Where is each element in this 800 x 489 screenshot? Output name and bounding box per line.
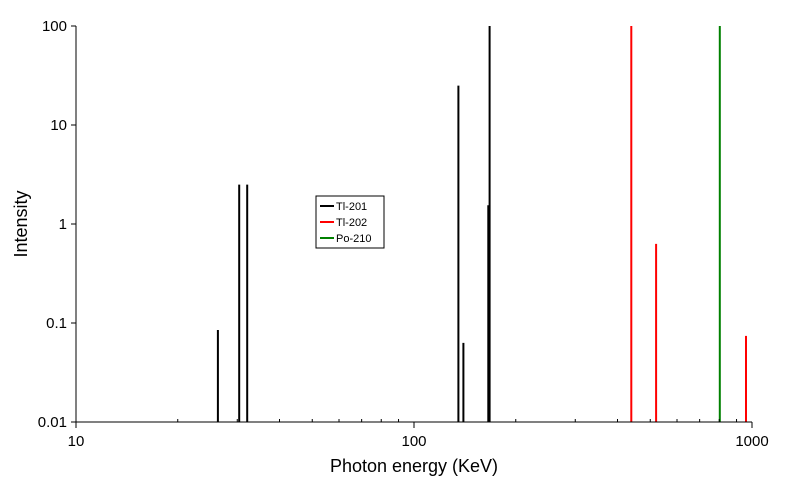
legend: Tl-201 Tl-202 Po-210 [315, 195, 385, 249]
series-tl-201 [216, 26, 491, 422]
x-tick-label: 10 [68, 433, 85, 450]
y-tick-label: 1 [59, 216, 67, 233]
chart-axes [75, 26, 752, 423]
x-axis-title: Photon energy (KeV) [330, 456, 498, 476]
y-tick-label: 100 [42, 18, 67, 35]
chart-ticks: 0.01 0.1 1 10 100 10 100 1000 [38, 18, 769, 450]
y-axis-title: Intensity [11, 190, 31, 257]
x-tick-label: 100 [401, 433, 426, 450]
series-tl-202 [630, 26, 747, 422]
legend-label-po-210: Po-210 [336, 233, 371, 245]
x-tick-label: 1000 [735, 433, 768, 450]
legend-label-tl-202: Tl-202 [336, 217, 367, 229]
chart-marks [216, 26, 747, 422]
y-tick-label: 0.01 [38, 414, 67, 431]
y-tick-label: 10 [50, 117, 67, 134]
legend-label-tl-201: Tl-201 [336, 201, 367, 213]
y-tick-label: 0.1 [46, 315, 67, 332]
